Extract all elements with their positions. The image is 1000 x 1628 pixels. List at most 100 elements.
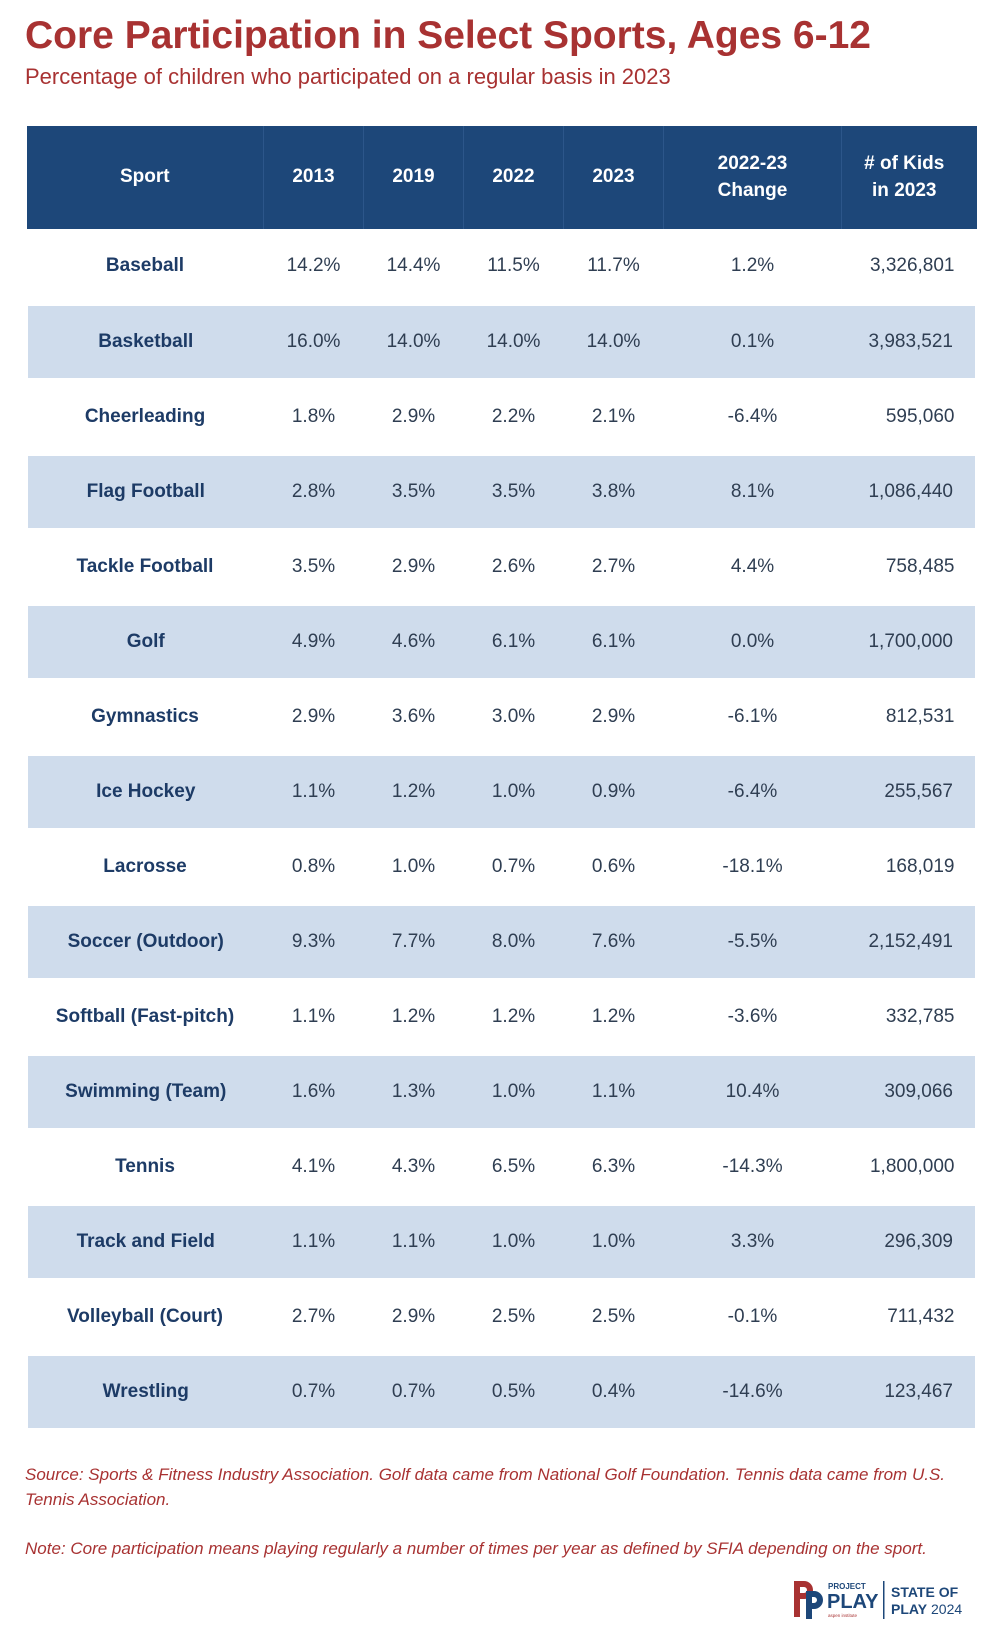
header-kids: # of Kids in 2023: [842, 126, 977, 229]
cell-value-2019: 1.3%: [363, 1052, 464, 1131]
cell-value-2022: 6.1%: [463, 602, 564, 681]
header-change: 2022-23 Change: [663, 126, 842, 229]
cell-value-2022: 1.2%: [491, 1005, 536, 1027]
logo-play2-text: PLAY: [891, 1601, 928, 1617]
table-row: Flag Football 2.8% 3.5% 3.5% 3.8% 8.1% 1,086,4…: [25, 452, 978, 531]
cell-value-2013: 2.7%: [291, 1305, 336, 1327]
cell-value-2023: 6.3%: [591, 1155, 636, 1177]
cell-value-2013: 9.3%: [263, 902, 364, 981]
cell-kids: 123,467: [841, 1352, 978, 1431]
cell-value-2022: 6.5%: [491, 1155, 536, 1177]
cell-sport: Wrestling: [25, 1352, 264, 1431]
cell-value-2023: 0.4%: [563, 1352, 664, 1431]
cell-kids: 1,086,440: [841, 452, 978, 531]
cell-change: -6.4%: [663, 752, 842, 831]
cell-change: -3.6%: [727, 1005, 778, 1027]
cell-sport: Volleyball (Court): [67, 1305, 223, 1327]
logo-divider: [883, 1581, 885, 1619]
table-row: Swimming (Team) 1.6% 1.3% 1.0% 1.1% 10.4% 309,…: [25, 1052, 978, 1131]
cell-change: -14.6%: [663, 1352, 842, 1431]
table-row: Cheerleading 1.8% 2.9% 2.2% 2.1% -6.4% 595,060: [27, 379, 977, 454]
header-2019: 2019: [363, 126, 464, 229]
logo-play-text: PLAY: [827, 1591, 879, 1613]
cell-value-2022: 0.7%: [491, 855, 536, 877]
cell-kids: 3,983,521: [841, 302, 978, 381]
cell-value-2019: 3.6%: [391, 705, 436, 727]
logo-project-text: PROJECT: [828, 1582, 866, 1591]
cell-value-2013: 4.9%: [263, 602, 364, 681]
cell-value-2013: 1.1%: [291, 1005, 336, 1027]
cell-change: -0.1%: [727, 1305, 778, 1327]
table-row: Golf 4.9% 4.6% 6.1% 6.1% 0.0% 1,700,000: [25, 602, 978, 681]
cell-sport: Track and Field: [25, 1202, 264, 1281]
cell-change: 1.2%: [730, 254, 775, 276]
cell-value-2019: 4.6%: [363, 602, 464, 681]
header-kids-line2: in 2023: [872, 179, 937, 201]
cell-change: 0.1%: [663, 302, 842, 381]
table-row: Basketball 16.0% 14.0% 14.0% 14.0% 0.1% 3,983,…: [25, 302, 978, 381]
cell-change: 0.0%: [663, 602, 842, 681]
header-2022: 2022: [463, 126, 564, 229]
cell-value-2023: 11.7%: [587, 254, 640, 276]
table-body: Baseball 14.2% 14.4% 11.5% 11.7% 1.2% 3,326,80…: [25, 229, 978, 1431]
cell-value-2022: 2.5%: [491, 1305, 536, 1327]
cell-value-2023: 3.8%: [563, 452, 664, 531]
cell-value-2023: 0.6%: [591, 855, 636, 877]
cell-value-2019: 2.9%: [391, 1305, 436, 1327]
cell-sport: Ice Hockey: [25, 752, 264, 831]
cell-sport: Cheerleading: [84, 405, 206, 427]
cell-value-2013: 0.8%: [291, 855, 336, 877]
cell-value-2022: 8.0%: [463, 902, 564, 981]
project-play-mark: [794, 1581, 813, 1617]
cell-value-2023: 2.5%: [591, 1305, 636, 1327]
cell-kids: 1,800,000: [869, 1155, 955, 1177]
cell-value-2013: 1.1%: [263, 752, 364, 831]
cell-value-2013: 3.5%: [291, 555, 336, 577]
definition-note: Note: Core participation means playing r…: [25, 1539, 927, 1558]
cell-sport: Soccer (Outdoor): [25, 902, 264, 981]
cell-kids: 1,700,000: [841, 602, 978, 681]
cell-value-2023: 6.1%: [563, 602, 664, 681]
cell-kids: 711,432: [887, 1305, 955, 1327]
cell-value-2022: 11.5%: [487, 254, 540, 276]
cell-change: 3.3%: [663, 1202, 842, 1281]
cell-sport: Flag Football: [25, 452, 264, 531]
cell-value-2013: 1.1%: [263, 1202, 364, 1281]
cell-value-2023: 1.2%: [591, 1005, 636, 1027]
table-row: Softball (Fast-pitch) 1.1% 1.2% 1.2% 1.2% -3.…: [27, 979, 977, 1054]
cell-sport: Baseball: [105, 254, 185, 276]
cell-value-2019: 4.3%: [391, 1155, 436, 1177]
cell-value-2013: 4.1%: [291, 1155, 336, 1177]
table-header: Sport 2013 2019 2022 2023 2022-23 Change…: [26, 126, 977, 229]
source-note: Source: Sports & Fitness Industry Associ…: [25, 1465, 946, 1509]
cell-value-2019: 14.4%: [386, 254, 441, 276]
cell-value-2023: 2.1%: [591, 405, 636, 427]
cell-value-2013: 1.6%: [263, 1052, 364, 1131]
table-row: Baseball 14.2% 14.4% 11.5% 11.7% 1.2% 3,326,80…: [27, 229, 977, 304]
cell-value-2019: 7.7%: [363, 902, 464, 981]
header-2023: 2023: [563, 126, 664, 229]
page-title: Core Participation in Select Sports, Age…: [25, 14, 871, 57]
cell-value-2019: 2.9%: [391, 555, 436, 577]
cell-value-2013: 16.0%: [263, 302, 364, 381]
cell-value-2022: 1.0%: [463, 752, 564, 831]
header-2013: 2013: [263, 126, 364, 229]
cell-sport: Swimming (Team): [25, 1052, 264, 1131]
cell-change: -6.4%: [727, 405, 778, 427]
table-row: Lacrosse 0.8% 1.0% 0.7% 0.6% -18.1% 168,019: [27, 829, 977, 904]
cell-change: 8.1%: [663, 452, 842, 531]
header-kids-line1: # of Kids: [864, 152, 945, 174]
cell-value-2013: 2.8%: [263, 452, 364, 531]
cell-value-2019: 0.7%: [363, 1352, 464, 1431]
cell-kids: 2,152,491: [841, 902, 978, 981]
header-sport: Sport: [26, 126, 264, 229]
cell-value-2023: 7.6%: [563, 902, 664, 981]
header-change-line2: Change: [717, 179, 788, 201]
cell-kids: 758,485: [885, 555, 955, 577]
cell-value-2019: 3.5%: [363, 452, 464, 531]
cell-sport: Basketball: [25, 302, 264, 381]
cell-sport: Tackle Football: [76, 555, 214, 577]
cell-value-2019: 14.0%: [363, 302, 464, 381]
table-row: Wrestling 0.7% 0.7% 0.5% 0.4% -14.6% 123,467: [25, 1352, 978, 1431]
cell-sport: Gymnastics: [91, 705, 199, 727]
